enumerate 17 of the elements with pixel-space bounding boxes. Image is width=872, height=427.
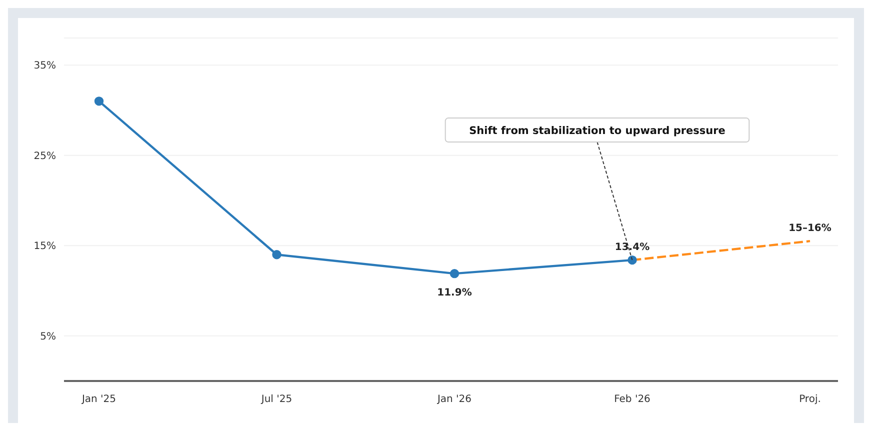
point — [628, 255, 637, 265]
x-tick-label: Jan '25 — [80, 394, 116, 406]
y-tick-label: 25% — [34, 150, 56, 162]
point — [272, 250, 282, 260]
point — [450, 268, 460, 278]
data-label: 13.4% — [614, 242, 650, 254]
annotation: Shift from stabilization to upward pressure — [469, 125, 726, 138]
y-tick-label: 35% — [34, 60, 56, 72]
x-tick-label: Feb '26 — [614, 394, 650, 406]
x-tick-label: Jul '25 — [260, 394, 292, 406]
data-label: 11.9% — [437, 288, 472, 299]
y-tick-label: 15% — [34, 241, 56, 252]
x-tick-label: Proj. — [799, 394, 821, 406]
data-label: 15–16% — [788, 223, 832, 234]
y-tick-label: 5% — [40, 331, 56, 342]
x-tick-label: Jan '26 — [436, 394, 472, 406]
point — [94, 96, 104, 106]
